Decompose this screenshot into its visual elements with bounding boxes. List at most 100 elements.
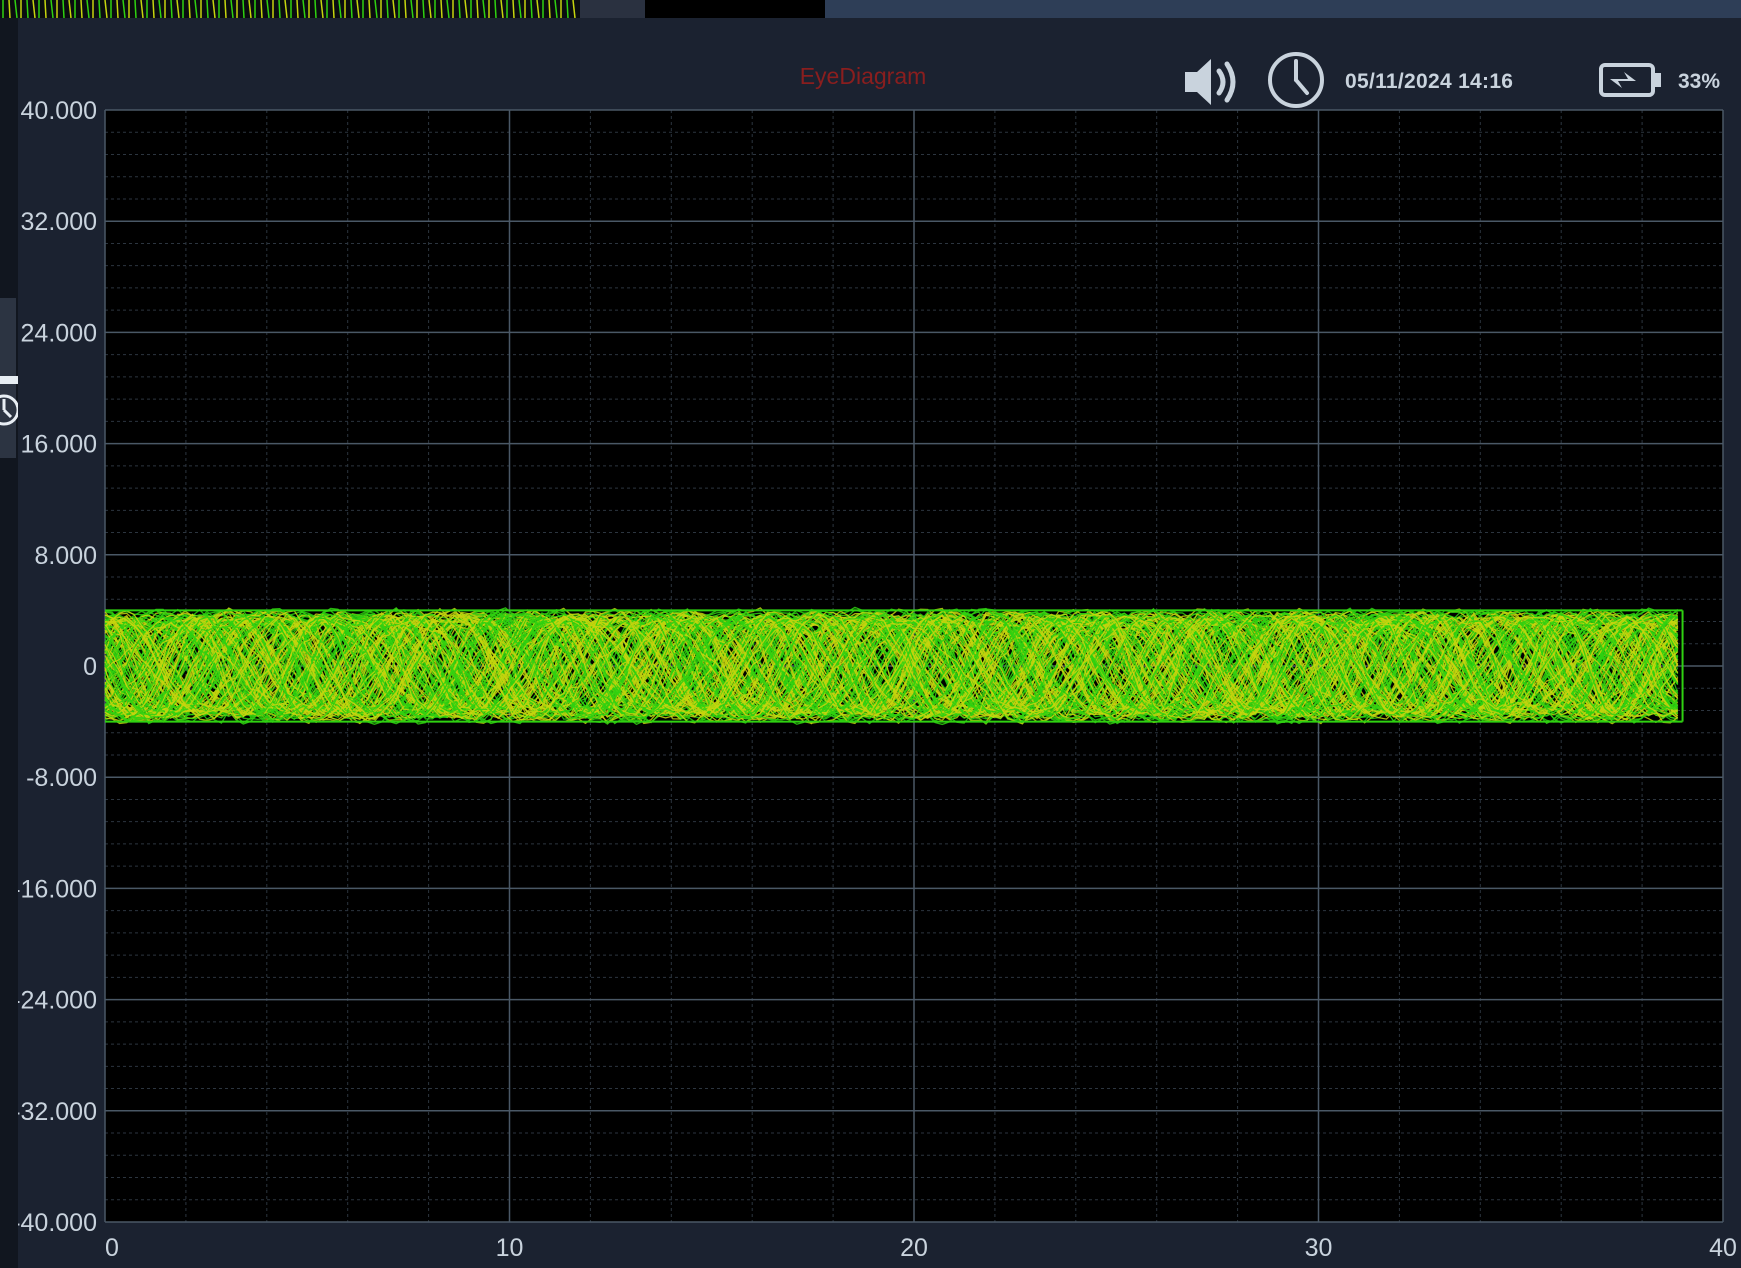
eye-trace <box>104 615 1679 716</box>
thumbnail-trace <box>464 0 468 18</box>
thumbnail-trace <box>554 0 558 18</box>
side-tab-indicator <box>0 376 18 384</box>
eye-trace <box>104 607 1679 724</box>
thumbnail-trace <box>8 0 11 18</box>
y-axis-ticks: 40.000 32.000 24.000 16.000 8.000 0 -8.000 -16.… <box>18 97 97 1237</box>
thumbnail-trace <box>410 0 414 18</box>
x-tick-label: 30 <box>1305 1234 1333 1262</box>
thumbnail-trace <box>176 0 180 18</box>
thumbnail-trace <box>140 0 144 18</box>
y-tick-label: -16.000 <box>18 875 97 903</box>
thumbnail-trace <box>248 0 252 18</box>
y-tick-label: -32.000 <box>18 1098 97 1126</box>
thumbnail-trace <box>494 0 497 18</box>
y-tick-label: -24.000 <box>18 987 97 1015</box>
thumbnail-trace <box>296 0 299 18</box>
thumbnail-trace <box>68 0 72 18</box>
thumbnail-trace <box>152 0 155 18</box>
thumbnail-trace <box>212 0 216 18</box>
thumbnail-trace <box>62 0 65 18</box>
eye-trace <box>104 611 1678 719</box>
eye-trace <box>104 617 1679 716</box>
battery-percent: 33% <box>1678 70 1721 93</box>
x-axis-ticks: 0 10 20 30 40 <box>105 1234 1737 1262</box>
thumbnail-trace <box>356 0 360 18</box>
thumbnail-trace <box>386 0 389 18</box>
thumbnail-trace <box>44 0 47 18</box>
clock-icon[interactable] <box>0 390 20 430</box>
eye-trace <box>104 615 1678 717</box>
thumbnail-trace <box>278 0 281 18</box>
thumbnail-trace <box>260 0 263 18</box>
thumbnail-trace <box>518 0 522 18</box>
thumbnail-trace <box>332 0 335 18</box>
eye-trace <box>104 607 1678 725</box>
thumbnail-trace <box>116 0 119 18</box>
thumbnail-trace <box>80 0 83 18</box>
thumbnail-trace <box>134 0 137 18</box>
thumbnail-trace <box>566 0 569 18</box>
thumbnail-trace <box>170 0 173 18</box>
thumbnail-trace <box>188 0 191 18</box>
thumbnail-trace <box>458 0 461 18</box>
battery-charging-icon[interactable] <box>1598 60 1664 100</box>
speaker-icon[interactable] <box>1181 54 1245 110</box>
thumbnail-trace <box>224 0 227 18</box>
thumbnail-trace <box>422 0 425 18</box>
thumbnail-trace <box>512 0 515 18</box>
thumbnail-trace <box>476 0 479 18</box>
left-side-panel <box>0 18 20 1268</box>
y-tick-label: 32.000 <box>21 208 97 236</box>
thumbnail-trace <box>320 0 324 18</box>
thumbnail-trace <box>266 0 270 18</box>
thumbnail-trace <box>284 0 288 18</box>
eye-trace <box>104 616 1678 716</box>
eye-trace <box>104 616 1679 717</box>
thumbnail-trace <box>50 0 54 18</box>
eye-trace <box>104 619 1679 713</box>
y-tick-label: 8.000 <box>34 542 97 570</box>
thumbnail-trace <box>482 0 486 18</box>
top-strip-segment <box>580 0 645 18</box>
thumbnail-trace <box>230 0 234 18</box>
thumbnail-trace <box>26 0 29 18</box>
waveform-thumbnail <box>0 0 580 18</box>
chart-title: EyeDiagram <box>799 63 927 89</box>
thumbnail-trace <box>242 0 245 18</box>
y-tick-label: -8.000 <box>26 764 97 792</box>
thumbnail-trace <box>446 0 450 18</box>
thumbnail-trace <box>536 0 540 18</box>
thumbnail-trace <box>194 0 198 18</box>
top-strip-segment <box>645 0 825 18</box>
thumbnail-trace <box>428 0 432 18</box>
thumbnail-trace <box>98 0 101 18</box>
top-strip-segment <box>825 0 1741 18</box>
thumbnail-trace <box>314 0 317 18</box>
thumbnail-trace <box>86 0 90 18</box>
clock-icon[interactable] <box>1266 50 1326 110</box>
thumbnail-trace <box>530 0 533 18</box>
thumbnail-trace <box>206 0 209 18</box>
status-header: EyeDiagram 05/11/2024 14:16 33% <box>18 22 1741 108</box>
thumbnail-trace <box>14 0 18 18</box>
thumbnail-trace <box>350 0 353 18</box>
eye-diagram-panel: EyeDiagram 05/11/2024 14:16 33% 40.000 32… <box>18 22 1741 1268</box>
thumbnail-trace <box>500 0 504 18</box>
thumbnail-trace <box>104 0 108 18</box>
eye-trace <box>104 607 1679 724</box>
y-tick-label: -40.000 <box>18 1209 97 1237</box>
eye-trace <box>104 607 1679 725</box>
eye-traces <box>104 606 1684 726</box>
thumbnail-trace <box>440 0 443 18</box>
eye-trace <box>104 612 1679 720</box>
eye-trace <box>104 607 1679 726</box>
thumbnail-trace <box>572 0 576 18</box>
eye-trace <box>104 610 1679 723</box>
thumbnail-trace <box>32 0 36 18</box>
thumbnail-trace <box>158 0 162 18</box>
y-tick-label: 16.000 <box>21 431 97 459</box>
date-time-readout: 05/11/2024 14:16 <box>1345 70 1514 93</box>
y-tick-label: 40.000 <box>21 97 97 125</box>
thumbnail-trace <box>338 0 342 18</box>
eye-trace <box>104 614 1679 719</box>
